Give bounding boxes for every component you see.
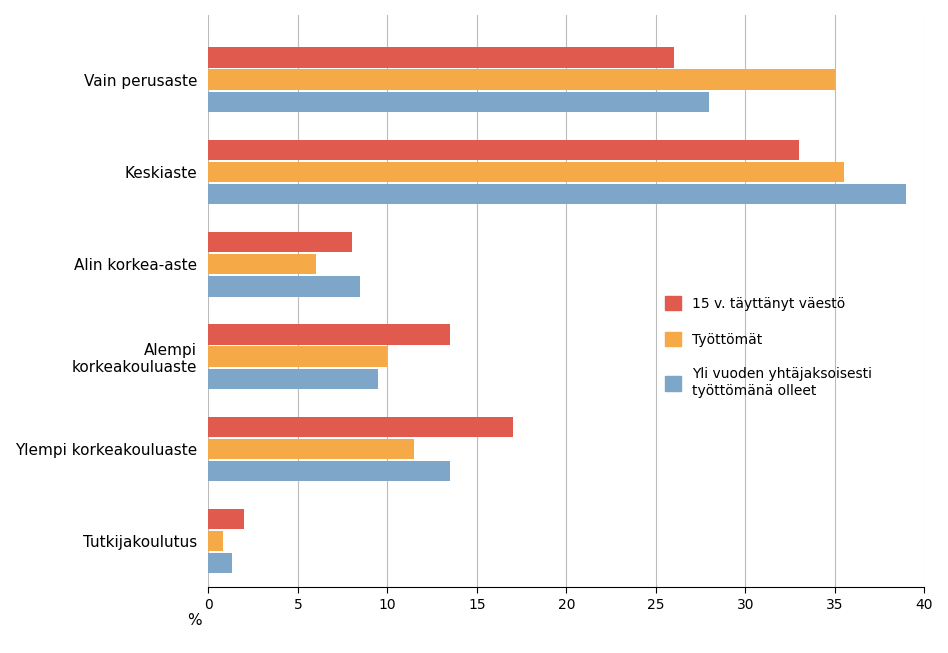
Bar: [209, 69, 835, 89]
Bar: [209, 417, 513, 437]
Bar: [209, 254, 316, 274]
X-axis label: %: %: [187, 613, 201, 628]
Bar: [209, 184, 906, 204]
Bar: [209, 509, 245, 529]
Bar: [209, 162, 844, 182]
Bar: [209, 346, 388, 367]
Bar: [209, 232, 352, 252]
Bar: [209, 91, 709, 112]
Bar: [209, 553, 231, 573]
Bar: [209, 439, 414, 459]
Bar: [209, 276, 360, 296]
Legend: 15 v. täyttänyt väestö, Työttömät, Yli vuoden yhtäjaksoisesti
työttömänä olleet: 15 v. täyttänyt väestö, Työttömät, Yli v…: [659, 291, 878, 404]
Bar: [209, 461, 450, 481]
Bar: [209, 140, 799, 160]
Bar: [209, 47, 674, 68]
Bar: [209, 325, 450, 345]
Bar: [209, 368, 378, 389]
Bar: [209, 531, 223, 551]
